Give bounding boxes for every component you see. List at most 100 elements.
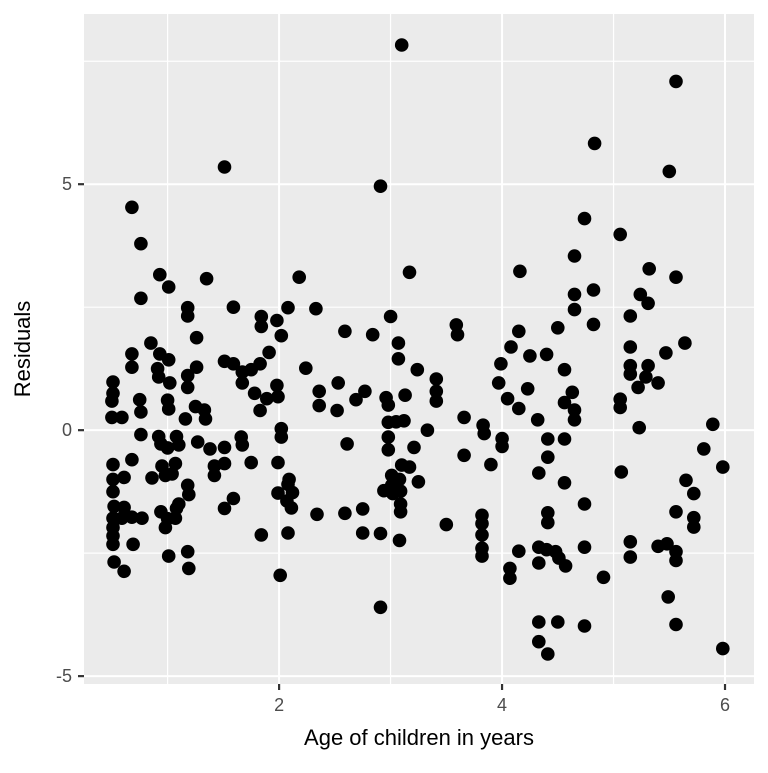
data-point xyxy=(373,179,388,193)
data-point xyxy=(639,370,653,384)
data-point xyxy=(494,357,508,371)
data-point xyxy=(393,484,408,499)
data-point xyxy=(641,296,655,311)
data-point xyxy=(235,376,250,390)
data-point xyxy=(117,470,131,485)
x-tick-label: 2 xyxy=(274,695,284,715)
data-point xyxy=(254,528,269,542)
data-point xyxy=(161,353,176,367)
data-point xyxy=(669,617,683,632)
data-point xyxy=(410,362,425,377)
data-point xyxy=(661,590,675,604)
data-point xyxy=(429,384,444,399)
data-point xyxy=(160,441,175,455)
data-point xyxy=(199,271,214,286)
data-point xyxy=(190,435,205,449)
data-point xyxy=(310,507,324,522)
data-point xyxy=(349,392,363,407)
data-point xyxy=(292,270,307,285)
data-point xyxy=(271,486,285,500)
data-point xyxy=(217,160,232,174)
data-point xyxy=(398,388,412,403)
data-point xyxy=(687,510,701,525)
y-tick-labels: -5 0 5 xyxy=(56,174,72,686)
data-point xyxy=(392,533,407,548)
data-point xyxy=(632,420,646,435)
data-point xyxy=(477,426,492,441)
data-point xyxy=(125,360,139,375)
data-point xyxy=(299,361,313,376)
data-point xyxy=(475,528,489,542)
data-point xyxy=(429,372,444,386)
data-point xyxy=(669,505,683,519)
data-point xyxy=(312,398,327,413)
data-point xyxy=(662,164,677,179)
data-point xyxy=(168,511,183,525)
data-point xyxy=(623,550,638,564)
data-point xyxy=(178,412,193,426)
data-point xyxy=(312,384,327,399)
data-point xyxy=(115,410,129,425)
data-point xyxy=(541,506,555,520)
data-point xyxy=(254,309,269,324)
data-point xyxy=(503,571,517,585)
data-point xyxy=(309,301,323,316)
data-point xyxy=(541,515,555,530)
data-point xyxy=(226,357,241,371)
data-point xyxy=(541,450,555,465)
data-point xyxy=(495,439,509,454)
data-point xyxy=(586,317,601,332)
data-point xyxy=(391,336,406,350)
data-point xyxy=(365,327,380,342)
data-point xyxy=(254,319,269,334)
data-point xyxy=(642,262,656,276)
data-point xyxy=(450,327,465,342)
data-point xyxy=(539,347,554,362)
data-point xyxy=(105,410,119,425)
data-point xyxy=(381,443,396,457)
data-point xyxy=(262,345,276,360)
data-point xyxy=(697,442,711,456)
data-point xyxy=(614,465,629,479)
data-point xyxy=(407,440,421,455)
data-point xyxy=(512,401,526,416)
data-point xyxy=(182,561,196,576)
data-point xyxy=(687,486,701,501)
data-points xyxy=(105,38,730,661)
data-point xyxy=(551,321,565,335)
data-point xyxy=(475,516,489,531)
data-point xyxy=(520,382,535,396)
data-point xyxy=(577,540,592,554)
data-point xyxy=(355,526,370,540)
data-point xyxy=(281,526,295,540)
data-point xyxy=(373,526,388,541)
x-tick-label: 6 xyxy=(720,695,730,715)
data-point xyxy=(132,392,147,407)
data-point xyxy=(235,438,250,452)
data-point xyxy=(551,615,565,629)
data-point xyxy=(274,430,289,444)
data-point xyxy=(338,324,352,339)
data-point xyxy=(500,391,515,406)
data-point xyxy=(706,417,720,432)
data-point xyxy=(457,448,471,463)
data-point xyxy=(381,430,396,444)
data-point xyxy=(613,227,627,242)
data-point xyxy=(165,467,179,481)
data-point xyxy=(198,412,213,426)
data-point xyxy=(134,405,148,419)
data-point xyxy=(457,410,471,425)
x-axis-title: Age of children in years xyxy=(304,725,534,750)
data-point xyxy=(284,501,299,515)
data-point xyxy=(106,375,120,389)
data-point xyxy=(274,328,289,343)
data-point xyxy=(687,520,701,534)
data-point xyxy=(203,442,217,456)
data-point xyxy=(557,362,572,377)
data-point xyxy=(633,287,648,302)
data-point xyxy=(558,559,573,573)
data-point xyxy=(144,336,158,350)
data-point xyxy=(567,302,582,317)
x-tick-labels: 2 4 6 xyxy=(274,695,730,715)
data-point xyxy=(565,385,580,400)
